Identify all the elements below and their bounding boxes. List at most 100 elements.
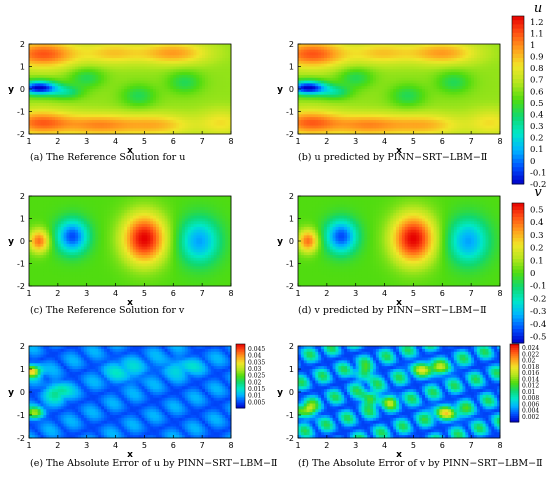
heatmap-cell — [179, 125, 183, 129]
heatmap-cell — [170, 125, 174, 129]
heatmap-cell — [164, 91, 168, 96]
heatmap-cell — [135, 108, 140, 112]
colorbar-segment — [512, 171, 524, 177]
heatmap-cell — [115, 94, 119, 98]
heatmap-cell — [387, 97, 391, 101]
heatmap-cell — [306, 60, 310, 65]
heatmap-cell — [158, 55, 163, 59]
heatmap-cell — [37, 122, 41, 126]
heatmap-cell — [352, 122, 357, 126]
heatmap-cell — [474, 125, 478, 129]
heatmap-cell — [124, 119, 128, 124]
heatmap-cell — [109, 58, 114, 62]
heatmap-cell — [184, 119, 189, 124]
heatmap-cell — [181, 44, 186, 48]
heatmap-cell — [225, 94, 229, 98]
heatmap-cell — [474, 66, 478, 70]
heatmap-cell — [306, 100, 310, 104]
heatmap-cell — [60, 226, 65, 231]
heatmap-cell — [40, 86, 44, 90]
heatmap-cell — [184, 66, 189, 70]
heatmap-cell — [465, 125, 469, 129]
heatmap-cell — [436, 80, 440, 84]
heatmap-cell — [46, 238, 50, 242]
heatmap-cell — [34, 280, 39, 284]
heatmap-cell — [92, 63, 96, 67]
heatmap-cell — [228, 52, 232, 56]
heatmap-cell — [456, 83, 460, 87]
heatmap-cell — [439, 49, 443, 53]
heatmap-cell — [40, 111, 44, 115]
heatmap-cell — [176, 114, 180, 118]
heatmap-cell — [401, 66, 406, 70]
heatmap-cell — [124, 103, 128, 107]
heatmap-cell — [43, 86, 47, 90]
heatmap-cell — [118, 105, 122, 110]
heatmap-cell — [104, 58, 108, 62]
heatmap-cell — [37, 280, 41, 284]
heatmap-cell — [40, 100, 44, 104]
colorbar-tick-label: 0.8 — [530, 64, 544, 74]
heatmap-cell — [167, 77, 171, 81]
heatmap-cell — [344, 125, 348, 129]
heatmap-cell — [52, 58, 56, 62]
heatmap-cell — [207, 46, 212, 51]
heatmap-cell — [373, 72, 377, 76]
heatmap-cell — [462, 80, 466, 84]
heatmap-cell — [384, 46, 388, 51]
heatmap-cell — [43, 97, 47, 101]
heatmap-cell — [494, 46, 498, 51]
heatmap-cell — [202, 108, 206, 112]
heatmap-cell — [318, 103, 322, 107]
heatmap-cell — [318, 72, 322, 76]
heatmap-cell — [436, 117, 440, 121]
heatmap-cell — [378, 114, 383, 118]
heatmap-cell — [419, 60, 423, 65]
heatmap-cell — [329, 94, 334, 98]
heatmap-cell — [381, 77, 385, 81]
heatmap-cell — [442, 131, 446, 135]
heatmap-cell — [181, 55, 186, 59]
heatmap-cell — [370, 69, 374, 73]
heatmap-cell — [468, 44, 472, 48]
heatmap-cell — [144, 103, 148, 107]
heatmap-cell — [78, 97, 82, 101]
y-tick-label: 2 — [289, 40, 294, 49]
heatmap-cell — [228, 63, 232, 67]
heatmap-cell — [410, 114, 414, 118]
heatmap-cell — [52, 207, 56, 211]
heatmap-cell — [63, 72, 67, 76]
heatmap-cell — [95, 91, 99, 96]
heatmap-cell — [106, 44, 111, 48]
heatmap-cell — [216, 103, 220, 107]
heatmap-cell — [29, 108, 33, 112]
heatmap-cell — [29, 277, 33, 281]
heatmap-cell — [147, 74, 151, 79]
heatmap-cell — [205, 103, 209, 107]
heatmap-cell — [104, 63, 108, 67]
heatmap-cell — [127, 103, 131, 107]
heatmap-cell — [141, 52, 145, 56]
heatmap-cell — [482, 69, 486, 73]
heatmap-cell — [488, 72, 492, 76]
heatmap-cell — [471, 80, 475, 84]
heatmap-cell — [422, 58, 426, 62]
heatmap-cell — [121, 46, 125, 51]
heatmap-cell — [155, 44, 160, 48]
heatmap-cell — [491, 89, 495, 93]
heatmap-cell — [358, 80, 362, 84]
heatmap-cell — [92, 105, 96, 110]
heatmap-cell — [124, 80, 128, 84]
heatmap-cell — [373, 103, 377, 107]
heatmap-cell — [442, 49, 446, 53]
heatmap-cell — [66, 119, 70, 124]
heatmap-cell — [352, 131, 357, 135]
heatmap-cell — [34, 108, 39, 112]
heatmap-cell — [34, 266, 39, 270]
heatmap-cell — [124, 77, 128, 81]
heatmap-cell — [497, 114, 501, 118]
heatmap-cell — [416, 125, 420, 129]
heatmap-cell — [34, 274, 39, 278]
heatmap-cell — [29, 46, 33, 51]
heatmap-cell — [219, 131, 223, 135]
